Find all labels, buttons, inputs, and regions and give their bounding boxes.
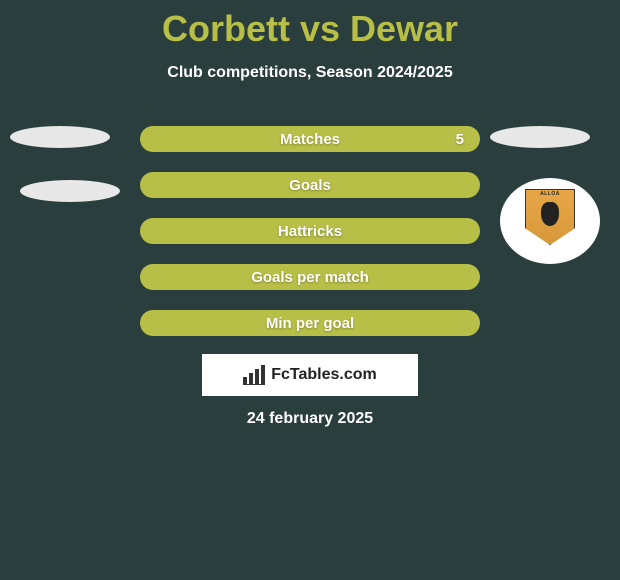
stat-label: Min per goal <box>266 315 354 332</box>
player-left-placeholder-2 <box>20 180 120 202</box>
club-logo-shield: ALLOA <box>522 189 578 253</box>
stat-label: Matches <box>280 131 340 148</box>
stat-pill: Goals per match <box>140 264 480 290</box>
stat-label: Goals per match <box>251 269 369 286</box>
stat-pill: Matches 5 <box>140 126 480 152</box>
logo-top-text: ALLOA <box>526 191 574 197</box>
branding-box[interactable]: FcTables.com <box>202 354 418 396</box>
stat-pill: Goals <box>140 172 480 198</box>
stat-value-right: 5 <box>456 131 464 148</box>
club-logo: ALLOA <box>500 178 600 264</box>
player-left-placeholder-1 <box>10 126 110 148</box>
page-title: Corbett vs Dewar <box>0 0 620 50</box>
stat-pill: Hattricks <box>140 218 480 244</box>
date-text: 24 february 2025 <box>0 410 620 428</box>
branding-text: FcTables.com <box>271 366 377 384</box>
subtitle: Club competitions, Season 2024/2025 <box>0 64 620 82</box>
chart-icon <box>243 365 265 385</box>
stat-label: Goals <box>289 177 331 194</box>
stat-pill: Min per goal <box>140 310 480 336</box>
stat-label: Hattricks <box>278 223 342 240</box>
player-right-placeholder <box>490 126 590 148</box>
